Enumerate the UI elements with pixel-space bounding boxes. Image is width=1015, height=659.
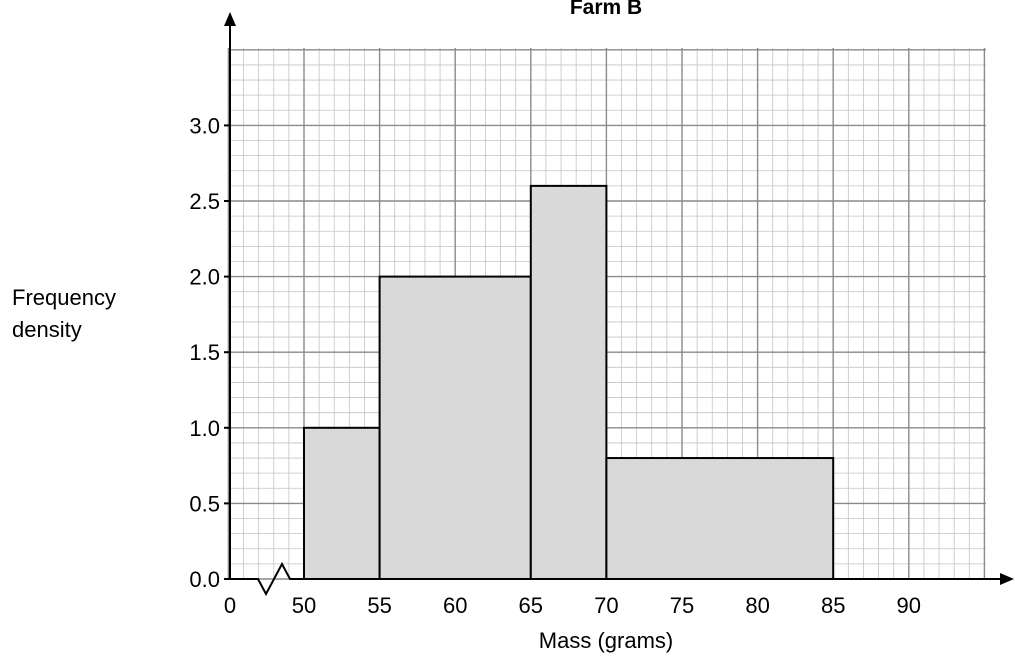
- y-tick-label: 0.0: [189, 567, 220, 592]
- y-tick-label: 3.0: [189, 113, 220, 138]
- axes: [224, 12, 1014, 597]
- histogram-bar: [303, 426, 381, 580]
- x-tick-label: 60: [443, 593, 467, 618]
- x-tick-label: 85: [821, 593, 845, 618]
- x-tick-label: 70: [594, 593, 618, 618]
- histogram-bar: [605, 457, 835, 581]
- y-tick-label: 1.5: [189, 340, 220, 365]
- y-tick-label: 1.0: [189, 416, 220, 441]
- x-axis-arrow: [1000, 573, 1014, 585]
- x-tick-label: 65: [519, 593, 543, 618]
- y-axis-label-line1: Frequency: [12, 285, 116, 310]
- y-axis-label-line2: density: [12, 317, 82, 342]
- x-tick-label: 55: [367, 593, 391, 618]
- x-tick-label: 75: [670, 593, 694, 618]
- x-tick-label: 90: [897, 593, 921, 618]
- tick-labels: 0.0 0.5 1.0 1.5 2.0 2.5 3.0 0 50 55 60 65 70 75 80 85 90: [189, 113, 921, 618]
- chart-title: Farm B: [570, 0, 642, 19]
- histogram-bars: [303, 184, 835, 581]
- x-axis-line-with-break: [230, 561, 1003, 597]
- y-tick-label: 0.5: [189, 491, 220, 516]
- x-tick-label: 0: [224, 593, 236, 618]
- x-axis-label: Mass (grams): [539, 628, 673, 653]
- histogram-bar: [529, 184, 608, 580]
- y-axis-arrow: [224, 12, 236, 26]
- x-tick-label: 50: [292, 593, 316, 618]
- y-tick-label: 2.0: [189, 265, 220, 290]
- histogram-bar: [378, 275, 532, 580]
- x-tick-label: 80: [745, 593, 769, 618]
- y-tick-label: 2.5: [189, 189, 220, 214]
